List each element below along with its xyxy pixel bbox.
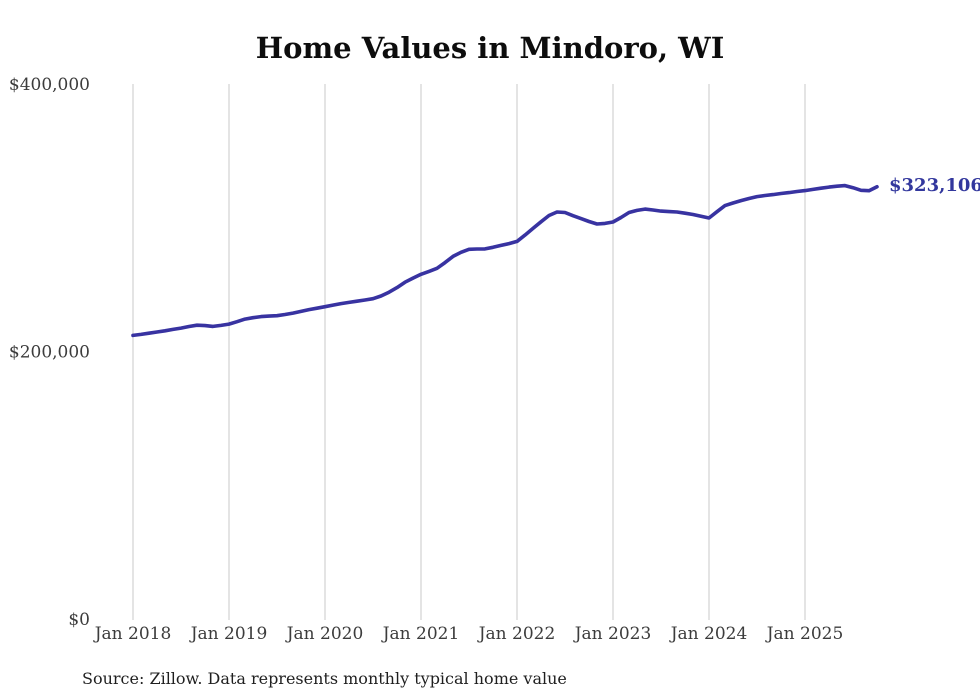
x-tick-label: Jan 2023 bbox=[573, 624, 652, 644]
y-tick-label: $0 bbox=[68, 610, 90, 630]
x-tick-label: Jan 2020 bbox=[285, 624, 364, 644]
y-axis-tick-labels: $0 $200,000 $400,000 bbox=[9, 75, 90, 630]
latest-value-label: $323,106 bbox=[889, 175, 980, 196]
y-tick-label: $400,000 bbox=[9, 75, 90, 95]
year-gridlines bbox=[132, 84, 806, 620]
chart-title: Home Values in Mindoro, WI bbox=[256, 31, 725, 65]
x-tick-label: Jan 2021 bbox=[381, 624, 460, 644]
x-tick-label: Jan 2018 bbox=[93, 624, 172, 644]
source-note: Source: Zillow. Data represents monthly … bbox=[82, 669, 567, 688]
x-tick-label: Jan 2019 bbox=[189, 624, 268, 644]
x-tick-label: Jan 2022 bbox=[477, 624, 556, 644]
x-axis-tick-labels: Jan 2018 Jan 2019 Jan 2020 Jan 2021 Jan 2022… bbox=[93, 624, 844, 644]
x-tick-label: Jan 2025 bbox=[765, 624, 844, 644]
home-value-line-series bbox=[131, 183, 879, 338]
x-tick-label: Jan 2024 bbox=[669, 624, 748, 644]
y-tick-label: $200,000 bbox=[9, 343, 90, 363]
